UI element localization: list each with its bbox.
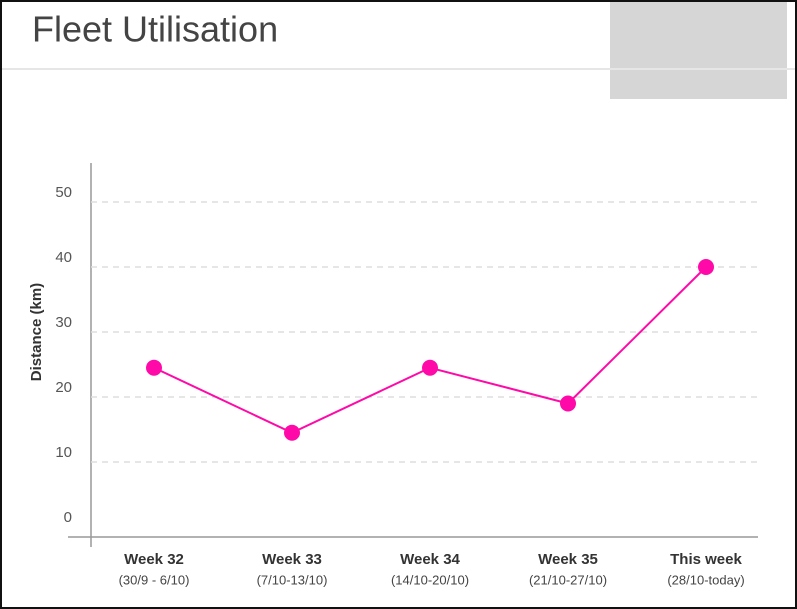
x-tick-label: Week 32 xyxy=(124,551,184,568)
y-tick-label: 40 xyxy=(55,249,72,266)
x-tick-sublabel: (30/9 - 6/10) xyxy=(119,572,190,587)
point xyxy=(422,359,438,376)
y-tick-label: 10 xyxy=(55,444,72,461)
line xyxy=(153,266,707,434)
x-tick-label: This week xyxy=(670,551,742,568)
x-tick-label: Week 35 xyxy=(538,551,598,568)
point xyxy=(560,395,576,412)
y-tick-label: 20 xyxy=(55,379,72,396)
x-tick-sublabel: (7/10-13/10) xyxy=(257,572,328,587)
x-tick-label: Week 33 xyxy=(262,551,322,568)
y-tick-label: 30 xyxy=(55,314,72,331)
x-tick-sublabel: (14/10-20/10) xyxy=(391,572,469,587)
x-tick-label: Week 34 xyxy=(400,551,460,568)
point xyxy=(284,424,300,441)
point xyxy=(698,259,714,275)
y-axis-label: Distance (km) xyxy=(28,283,45,381)
y-tick-label: 50 xyxy=(55,184,72,201)
chart-title: Fleet Utilisation xyxy=(32,9,278,50)
x-tick-sublabel: (21/10-27/10) xyxy=(529,572,607,587)
image-placeholder xyxy=(610,2,787,99)
point xyxy=(146,359,162,376)
x-tick-sublabel: (28/10-today) xyxy=(667,572,744,587)
y-tick-label: 0 xyxy=(64,509,72,526)
